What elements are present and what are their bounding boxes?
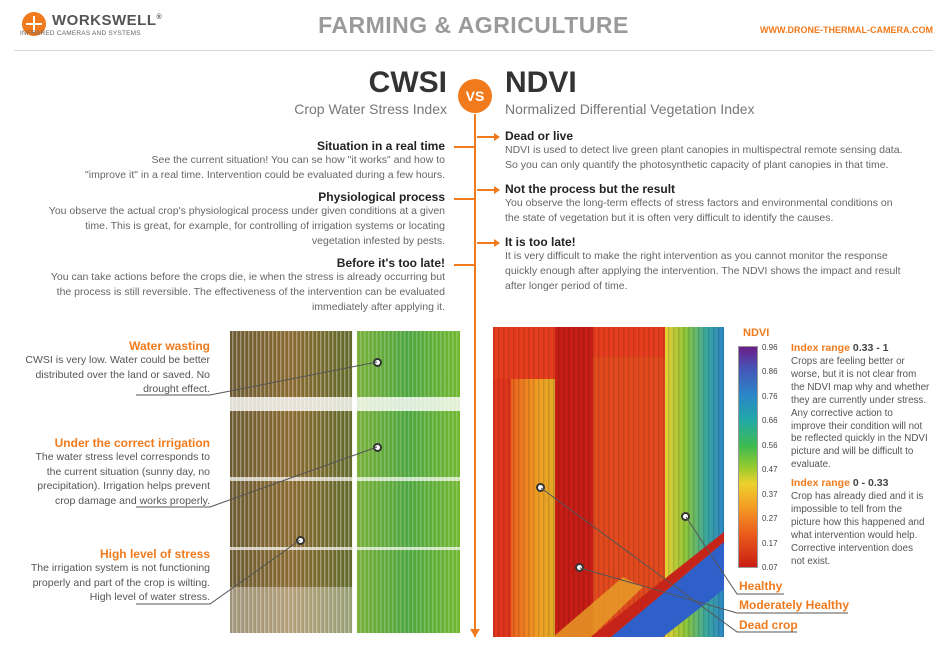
point-text: It is very difficult to make the right i… — [505, 250, 901, 292]
index-range-high: Index range 0.33 - 1 — [791, 342, 889, 354]
legend-tick: 0.66 — [762, 416, 778, 425]
ndvi-title: NDVI — [505, 66, 577, 99]
axis-arrow-icon — [470, 629, 480, 637]
center-axis — [474, 114, 476, 637]
cwsi-subtitle: Crop Water Stress Index — [294, 101, 447, 117]
legend-tick: 0.37 — [762, 490, 778, 499]
connector — [454, 198, 474, 200]
caption-text: The water stress level corresponds to the… — [35, 451, 211, 507]
ndvi-multispectral-image — [493, 327, 724, 637]
legend-tick: 0.86 — [762, 367, 778, 376]
label-moderately-healthy: Moderately Healthy — [739, 598, 850, 612]
cwsi-point-3: Before it's too late! You can take actio… — [15, 256, 445, 315]
cwsi-title: CWSI — [368, 66, 447, 99]
point-text: NDVI is used to detect live green plant … — [505, 144, 903, 171]
cwsi-thermal-image — [228, 327, 462, 637]
caption-water-wasting: Water wasting CWSI is very low. Water co… — [10, 339, 210, 397]
caption-heading: Under the correct irrigation — [54, 436, 210, 450]
point-heading: Dead or live — [505, 129, 574, 143]
connector-arrow-icon — [477, 186, 500, 194]
legend-tick: 0.07 — [762, 563, 778, 572]
ndvi-point-1: Dead or live NDVI is used to detect live… — [505, 129, 925, 173]
index-range-high-text: Crops are feeling better or worse, but it… — [791, 356, 930, 471]
workswell-logo-icon — [22, 12, 46, 36]
point-text: See the current situation! You can se ho… — [85, 154, 445, 181]
caption-correct-irrigation: Under the correct irrigation The water s… — [10, 436, 211, 508]
brand-name: WORKSWELL® — [52, 12, 163, 29]
caption-high-stress: High level of stress The irrigation syst… — [10, 547, 210, 605]
caption-heading: Water wasting — [129, 339, 210, 353]
ndvi-subtitle: Normalized Differential Vegetation Index — [505, 101, 755, 117]
connector — [454, 146, 474, 148]
legend-tick: 0.27 — [762, 514, 778, 523]
ndvi-point-2: Not the process but the result You obser… — [505, 182, 925, 226]
index-range-low: Index range 0 - 0.33 — [791, 477, 889, 489]
point-text: You observe the long-term effects of str… — [505, 197, 893, 224]
point-heading: Physiological process — [318, 190, 445, 204]
ndvi-color-scale — [738, 346, 758, 568]
ndvi-marker-moderately-healthy — [575, 563, 584, 572]
point-heading: It is too late! — [505, 235, 576, 249]
point-heading: Not the process but the result — [505, 182, 676, 196]
legend-tick: 0.76 — [762, 392, 778, 401]
cwsi-point-2: Physiological process You observe the ac… — [15, 190, 445, 249]
point-text: You observe the actual crop's physiologi… — [48, 205, 445, 247]
label-healthy: Healthy — [739, 579, 783, 593]
point-heading: Before it's too late! — [336, 256, 445, 270]
legend-tick: 0.47 — [762, 465, 778, 474]
connector — [454, 264, 474, 266]
label-dead-crop: Dead crop — [739, 618, 798, 632]
ndvi-marker-healthy — [681, 512, 690, 521]
legend-tick: 0.17 — [762, 539, 778, 548]
connector-arrow-icon — [477, 133, 500, 141]
legend-tick: 0.56 — [762, 441, 778, 450]
caption-text: The irrigation system is not functioning… — [30, 562, 210, 603]
ndvi-marker-dead-crop — [536, 483, 545, 492]
legend-title: NDVI — [743, 327, 770, 339]
cwsi-point-1: Situation in a real time See the current… — [15, 139, 445, 183]
page-title: FARMING & AGRICULTURE — [318, 12, 629, 38]
ndvi-point-3: It is too late! It is very difficult to … — [505, 235, 925, 294]
caption-heading: High level of stress — [99, 547, 210, 561]
cwsi-marker-water-wasting — [373, 358, 382, 367]
cwsi-marker-correct-irrigation — [373, 443, 382, 452]
index-range-low-text: Crop has already died and it is impossibl… — [791, 491, 925, 567]
header-divider — [14, 50, 933, 51]
point-heading: Situation in a real time — [316, 139, 445, 153]
website-link[interactable]: WWW.DRONE-THERMAL-CAMERA.COM — [760, 25, 933, 35]
caption-text: CWSI is very low. Water could be better d… — [25, 354, 210, 395]
brand-tagline: INFRARED CAMERAS AND SYSTEMS — [20, 30, 141, 37]
cwsi-marker-high-stress — [296, 536, 305, 545]
legend-tick: 0.96 — [762, 343, 778, 352]
vs-badge: VS — [458, 79, 492, 113]
connector-arrow-icon — [477, 239, 500, 247]
point-text: You can take actions before the crops di… — [50, 271, 445, 313]
